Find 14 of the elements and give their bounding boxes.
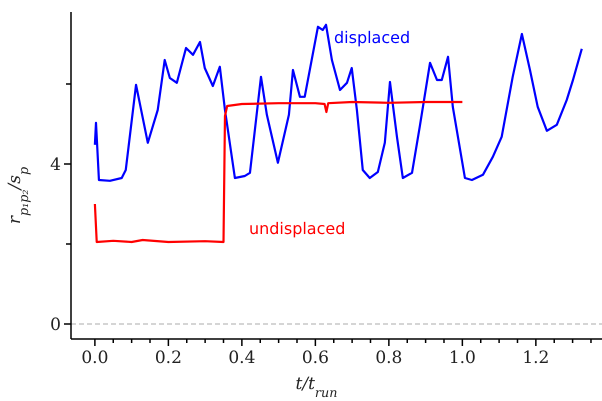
x-tick-label: 0.6 [302, 348, 329, 368]
y-tick-label: 0 [50, 315, 61, 335]
line-series [94, 24, 583, 182]
x-tick-label: 0.8 [375, 348, 402, 368]
x-tick-label: 1.2 [522, 348, 550, 368]
y-tick-label: 4 [50, 155, 61, 175]
x-tick-label: 0.2 [154, 348, 182, 368]
series-label: undisplaced [248, 219, 346, 238]
x-tick-label: 1.0 [448, 348, 476, 368]
x-tick-label: 0.4 [228, 348, 256, 368]
line-series [94, 100, 464, 244]
series-label: displaced [334, 28, 410, 47]
x-tick-label: 0.0 [81, 348, 108, 368]
x-axis-title: t/t$_{run}$ [296, 374, 338, 400]
